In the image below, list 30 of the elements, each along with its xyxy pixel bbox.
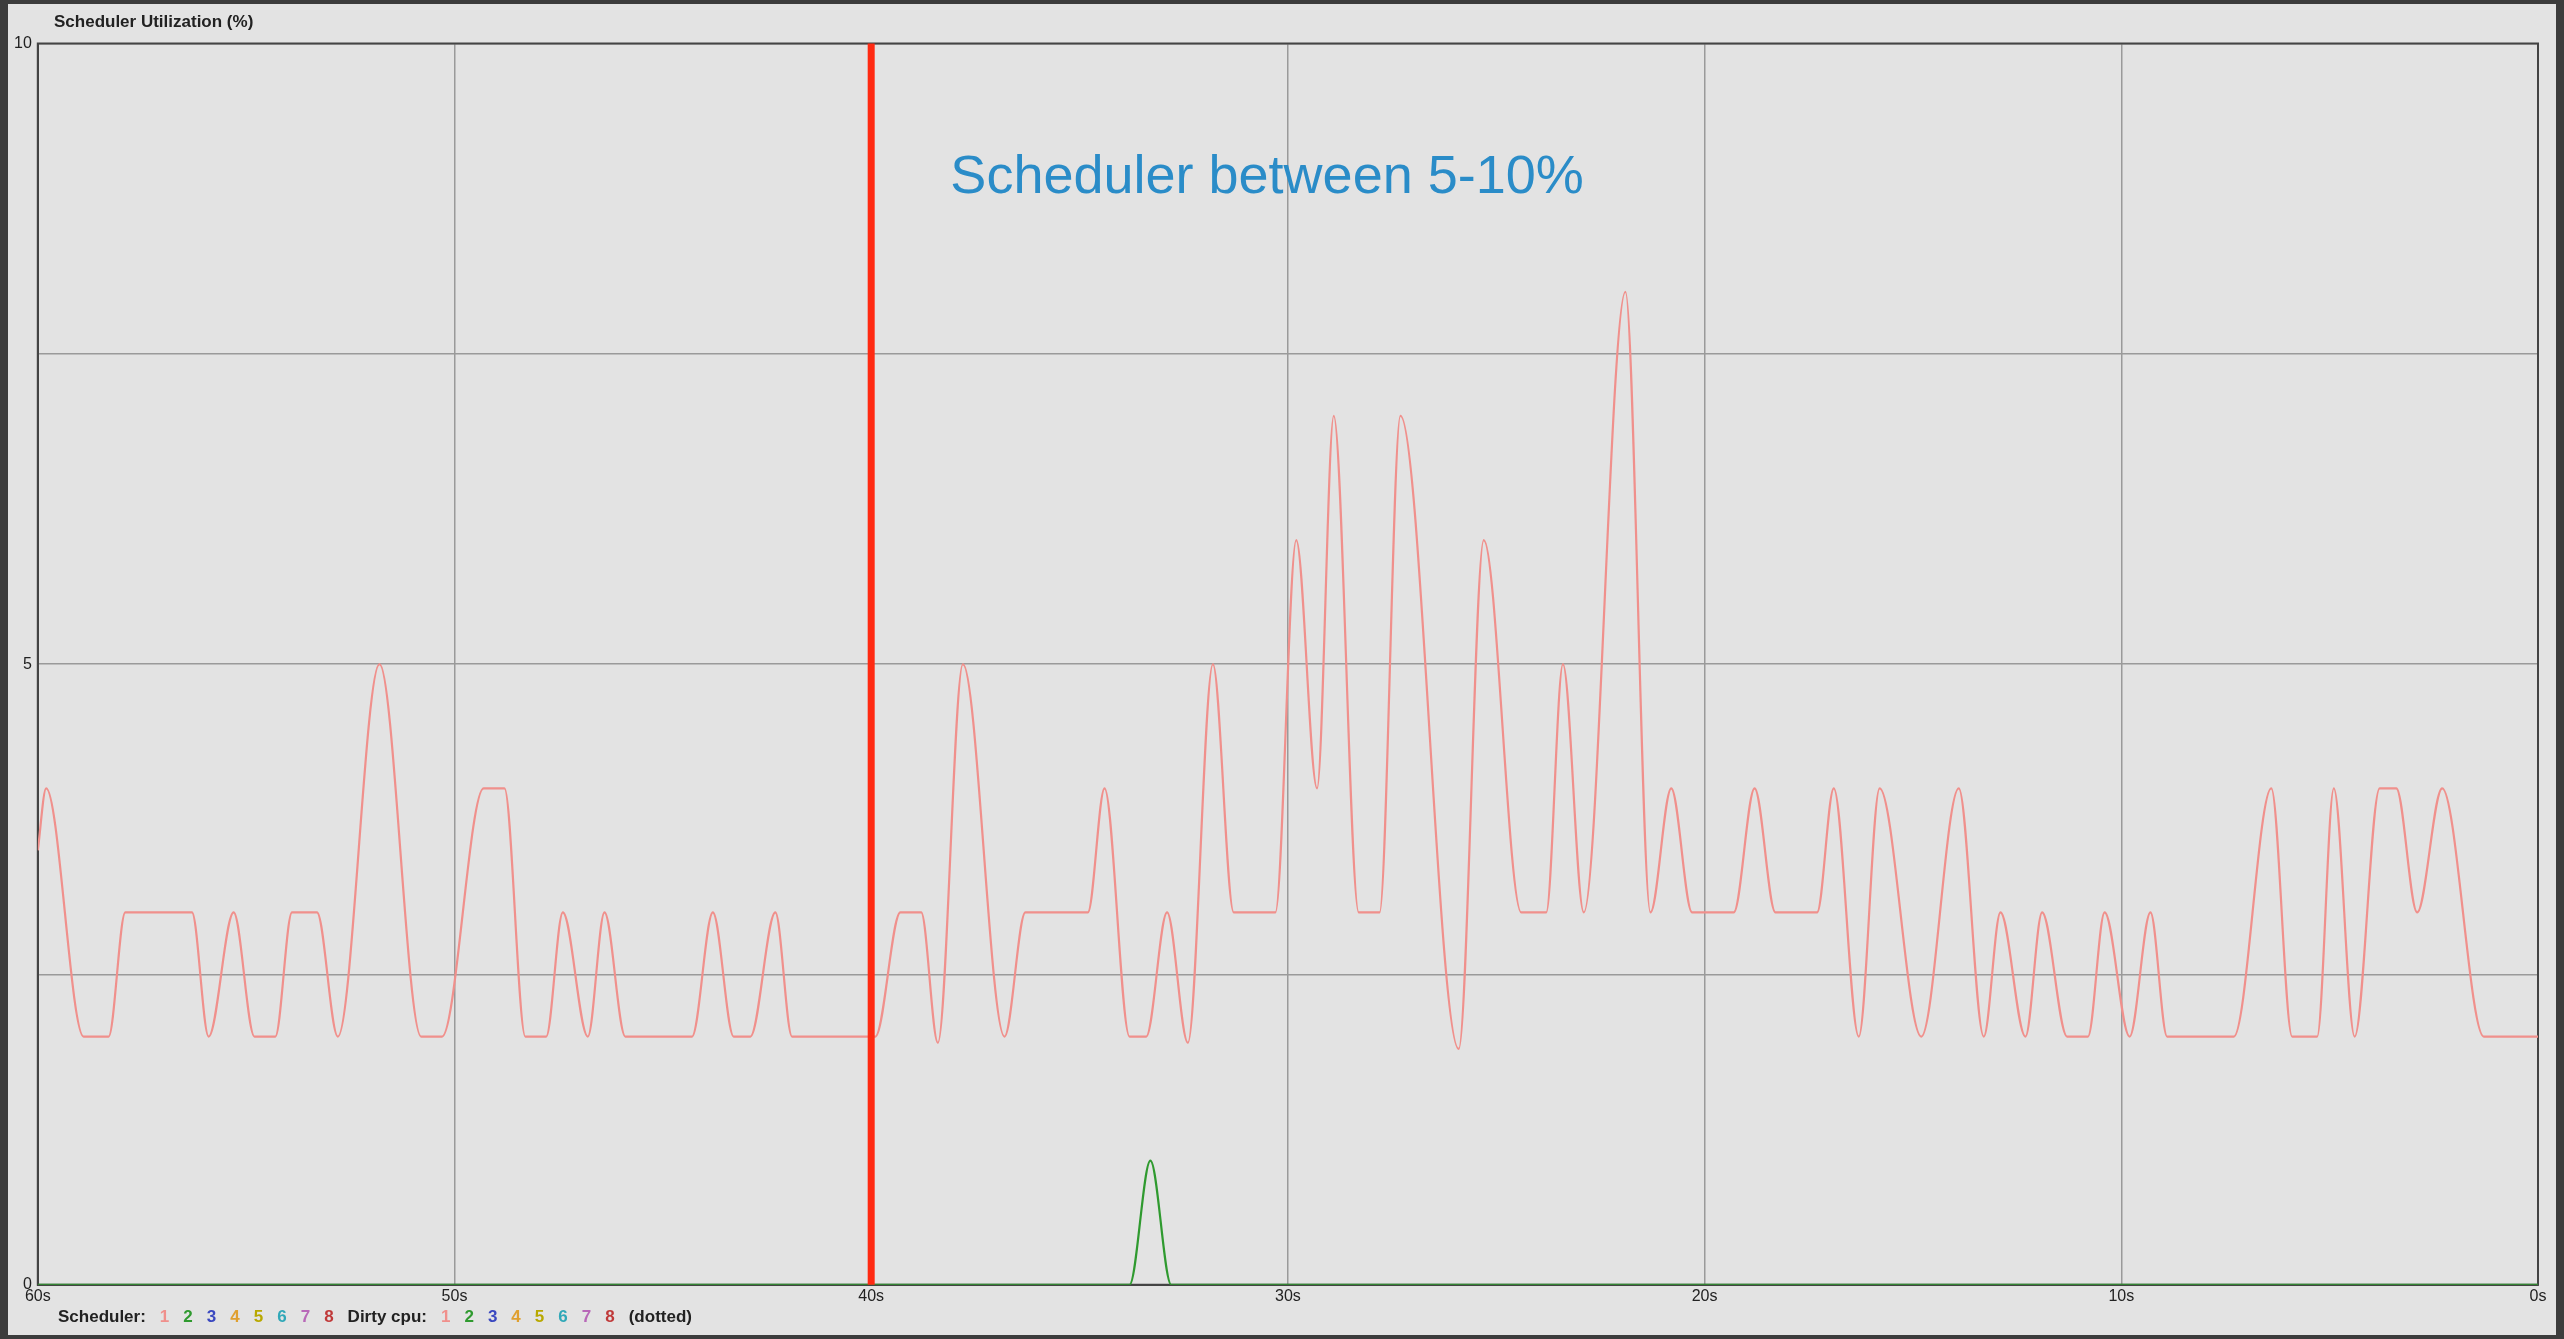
- text: 1: [440, 1307, 451, 1326]
- y-tick-label: 10: [14, 34, 32, 52]
- legend-label: 5: [253, 1307, 264, 1326]
- x-tick-label: 30s: [1275, 1286, 1301, 1304]
- legend-label: 6: [277, 1307, 287, 1326]
- legend-label: 4: [511, 1307, 521, 1326]
- legend-label: 4: [230, 1307, 240, 1326]
- legend-title: Scheduler:: [58, 1307, 146, 1326]
- x-tick-label: 50s: [441, 1286, 468, 1304]
- x-tick-label: 10s: [2108, 1286, 2135, 1304]
- legend-label: 3: [206, 1307, 217, 1326]
- text: (dotted): [628, 1307, 692, 1326]
- y-tick-label: 5: [22, 654, 32, 672]
- annotation: Scheduler between 5-10%: [950, 143, 1584, 204]
- x-tick-label: 20s: [1691, 1286, 1718, 1304]
- legend-label: 7: [581, 1307, 592, 1326]
- text: Dirty cpu:: [347, 1307, 427, 1326]
- legend-label: 8: [324, 1307, 334, 1326]
- legend-label: 7: [300, 1307, 311, 1326]
- legend-label: 2: [464, 1307, 474, 1326]
- x-tick-label: 40s: [858, 1286, 885, 1304]
- legend-label: 8: [605, 1307, 615, 1326]
- legend-label: 3: [487, 1307, 498, 1326]
- line-series: [37, 290, 2538, 1051]
- legend-label: 6: [558, 1307, 568, 1326]
- legend-label: 5: [534, 1307, 545, 1326]
- legend-label: 1: [159, 1307, 170, 1326]
- chart-title: Scheduler Utilization (%): [54, 12, 254, 32]
- x-tick-label: 0s: [2529, 1286, 2547, 1304]
- series-label: 2: [183, 1307, 193, 1326]
